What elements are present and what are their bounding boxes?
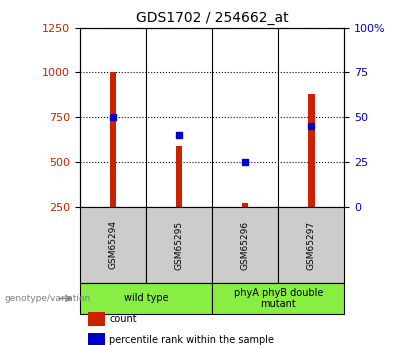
Bar [308,94,315,207]
Bar [110,71,116,207]
Bar [88,333,105,345]
Bar [80,283,212,314]
Text: percentile rank within the sample: percentile rank within the sample [109,335,274,345]
Title: GDS1702 / 254662_at: GDS1702 / 254662_at [136,11,289,25]
Text: phyA phyB double
mutant: phyA phyB double mutant [234,288,323,309]
Text: count: count [109,314,137,324]
Text: genotype/variation: genotype/variation [4,294,90,303]
Bar [212,207,278,283]
Bar [212,283,344,314]
Text: wild type: wild type [123,294,168,303]
Text: GSM65294: GSM65294 [108,220,117,269]
Text: GSM65297: GSM65297 [307,220,316,269]
Text: GSM65295: GSM65295 [175,220,184,269]
Bar [80,207,146,283]
Bar [88,312,105,326]
Text: GSM65296: GSM65296 [241,220,249,269]
Bar [146,207,212,283]
Bar [278,207,344,283]
Bar [176,146,182,207]
Bar [242,204,249,207]
